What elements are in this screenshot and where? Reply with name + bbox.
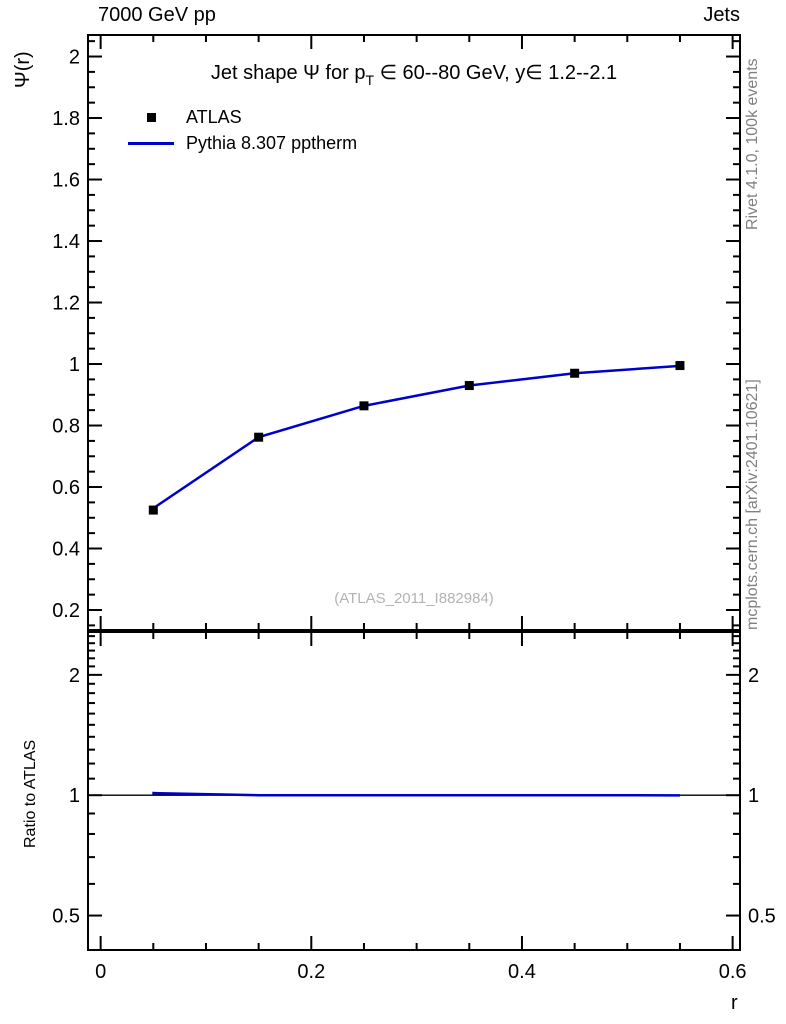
atlas-data-marker — [359, 401, 369, 411]
x-tick-label: 0.4 — [508, 961, 536, 983]
main-y-tick-label: 0.2 — [52, 600, 80, 622]
main-y-tick-label: 1.6 — [52, 170, 80, 192]
plot-title: Jet shape Ψ for pT ∈ 60--80 GeV, y∈ 1.2-… — [88, 60, 740, 88]
ratio-y-tick-label-right: 0.5 — [748, 906, 776, 928]
atlas-data-marker — [254, 432, 264, 442]
ratio-panel-frame — [87, 631, 741, 951]
process-group-label: Jets — [703, 4, 740, 26]
main-y-tick-label: 0.8 — [52, 416, 80, 438]
ratio-y-tick-label-left: 2 — [69, 665, 80, 687]
analysis-id-watermark: (ATLAS_2011_I882984) — [334, 590, 494, 607]
atlas-data-marker — [464, 381, 474, 391]
main-y-tick-label: 2 — [69, 47, 80, 69]
line-glyph — [128, 141, 174, 145]
main-y-tick-label: 1 — [69, 354, 80, 376]
atlas-marker-icon — [128, 112, 174, 122]
rivet-version-label: Rivet 4.1.0, 100k events — [744, 58, 761, 230]
ratio-line — [153, 791, 680, 797]
mc-line-icon — [128, 141, 174, 145]
main-y-tick-label: 0.4 — [52, 539, 80, 561]
x-axis-label: r — [731, 992, 738, 1014]
mcplots-credit-label: mcplots.cern.ch [arXiv:2401.10621] — [744, 379, 761, 630]
main-y-tick-label: 1.8 — [52, 108, 80, 130]
ratio-y-tick-label-right: 2 — [748, 665, 759, 687]
mc-prediction-line — [152, 364, 681, 510]
atlas-data-marker — [148, 505, 158, 515]
ratio-y-tick-label-left: 0.5 — [52, 906, 80, 928]
x-tick-label: 0 — [95, 961, 106, 983]
x-tick-label: 0.2 — [297, 961, 325, 983]
legend-item-pythia: Pythia 8.307 pptherm — [128, 130, 357, 156]
legend-label: ATLAS — [186, 106, 242, 127]
title-part: Jet shape Ψ for p — [210, 62, 366, 84]
title-part: ∈ 60--80 GeV, y∈ 1.2--2.1 — [374, 62, 618, 84]
x-tick-label: 0.6 — [719, 961, 747, 983]
ratio-y-tick-label-right: 1 — [748, 785, 759, 807]
main-y-tick-label: 0.6 — [52, 477, 80, 499]
atlas-data-marker — [675, 361, 685, 371]
main-panel-frame — [87, 34, 741, 631]
legend-label: Pythia 8.307 pptherm — [186, 132, 358, 153]
square-glyph — [146, 112, 156, 122]
beam-energy-label: 7000 GeV pp — [98, 4, 216, 26]
main-y-axis-label: Ψ(r) — [12, 51, 34, 88]
legend-item-atlas: ATLAS — [128, 104, 357, 130]
title-subscript: T — [365, 72, 375, 88]
main-y-tick-label: 1.4 — [52, 231, 80, 253]
main-y-tick-label: 1.2 — [52, 293, 80, 315]
legend: ATLAS Pythia 8.307 pptherm — [128, 104, 357, 156]
ratio-y-axis-label: Ratio to ATLAS — [22, 739, 39, 848]
atlas-data-marker — [570, 368, 580, 378]
ratio-y-tick-label-left: 1 — [69, 785, 80, 807]
